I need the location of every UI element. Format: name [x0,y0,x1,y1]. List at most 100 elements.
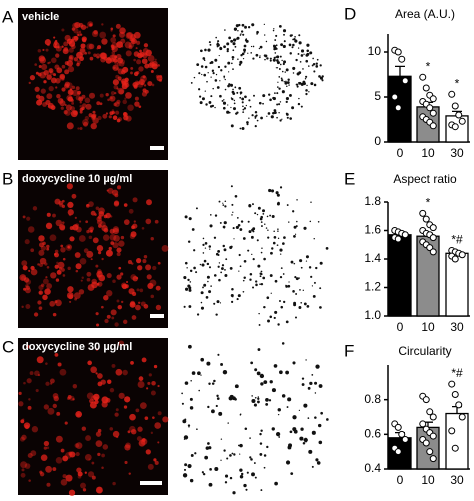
red-spot [75,269,79,273]
red-spot [118,392,125,399]
black-spot [184,215,188,219]
red-spot [115,110,120,115]
black-spot [210,285,212,287]
red-spot [108,246,112,251]
red-spot [38,235,45,242]
red-spot [68,47,74,53]
red-spot [128,208,134,214]
black-spot [314,381,318,385]
black-spot [239,34,242,36]
red-spot [116,62,121,67]
data-point [394,104,402,112]
black-spot [186,267,188,269]
x-tick-label: 30 [450,146,464,160]
y-tick-label: 0 [374,134,381,148]
y-tick-label: 1.4 [364,251,381,265]
black-spot [260,215,263,219]
black-spot [258,324,261,326]
red-spot [82,103,87,108]
y-tick-label: 1.8 [364,194,381,208]
red-spot [109,234,117,241]
red-spot [136,81,140,86]
red-spot [103,295,109,301]
black-spot [194,452,197,455]
red-spot [52,312,57,317]
data-point [429,109,437,117]
red-spot [86,277,91,282]
black-spot [259,442,263,445]
red-spot [81,276,84,279]
red-spot [101,38,108,45]
red-spot [101,453,105,458]
black-spot [268,93,271,96]
black-spot [252,45,255,48]
black-spot [224,29,226,31]
black-spot [319,64,322,67]
red-spot [51,57,57,64]
red-spot [88,43,95,50]
black-spot [309,381,313,386]
red-spot [116,252,121,257]
black-spot [199,101,203,105]
black-spot [202,286,204,289]
red-spot [95,372,98,375]
black-spot [280,77,283,80]
black-spot [216,86,220,89]
black-spot [222,202,224,204]
red-spot [96,101,101,106]
black-spot [222,370,228,375]
black-spot [193,76,196,79]
red-spot [93,29,98,35]
red-spot [128,472,131,475]
red-spot [89,398,94,404]
black-spot [273,28,275,30]
black-spot [265,40,268,43]
black-spot [276,193,280,197]
red-spot [58,267,62,271]
black-spot [260,489,263,492]
black-spot [190,379,192,382]
red-spot [142,47,149,54]
black-spot [282,44,286,49]
significance: * [426,59,431,73]
red-spot [127,260,133,265]
black-spot [241,97,245,101]
black-spot [298,34,301,37]
black-spot [215,36,217,39]
red-spot [114,193,119,198]
red-spot [95,431,102,437]
red-spot [137,265,143,271]
black-spot [275,67,278,69]
x-tick-label: 10 [421,146,435,160]
black-spot [317,220,320,223]
x-tick-label: 10 [421,473,435,487]
black-spot [216,42,219,44]
data-point [451,102,459,110]
black-spot [215,313,218,316]
red-spot [57,261,65,269]
black-spot [270,115,274,119]
black-spot [223,248,227,252]
black-spot [279,253,282,255]
chart-title: Circularity [398,344,451,358]
red-spot [153,364,158,369]
black-spot [294,233,297,235]
red-spot [138,105,142,109]
red-spot [137,381,145,388]
red-spot [67,66,75,73]
black-spot [252,203,254,206]
black-spot [267,236,270,239]
black-spot [260,225,263,228]
black-spot [239,228,243,231]
black-spot [305,359,307,361]
red-spot [130,274,137,281]
black-spot [220,271,223,274]
black-spot [274,52,277,54]
red-spot [75,263,82,270]
black-spot [273,46,277,50]
fluorescence-image [18,8,168,160]
black-spot [202,243,205,246]
red-spot [81,426,87,431]
black-spot [256,371,261,376]
black-spot [256,239,259,242]
